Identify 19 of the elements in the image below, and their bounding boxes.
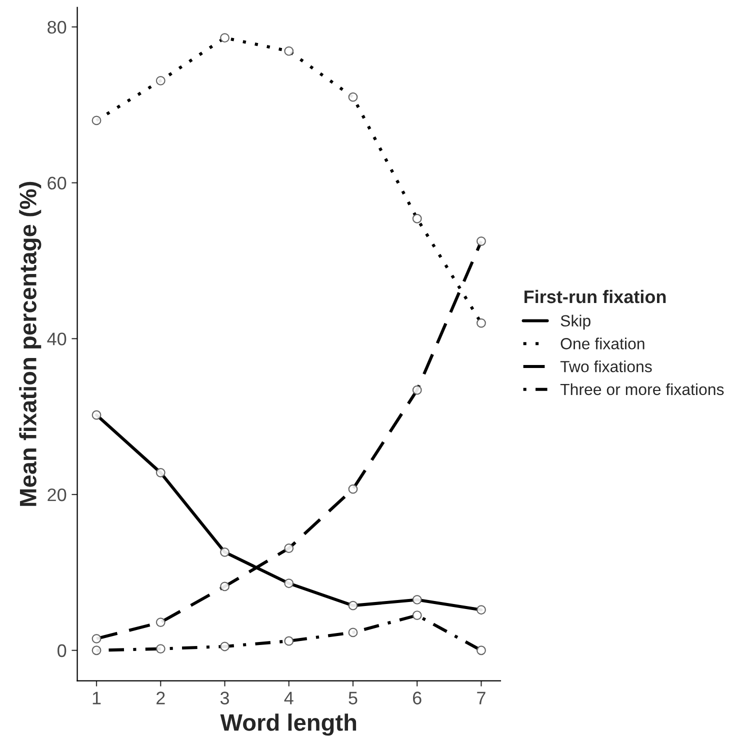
y-tick-label: 80 (48, 20, 66, 34)
y-tick-label: 0 (58, 644, 66, 658)
y-tick-label: 60 (48, 176, 66, 190)
x-tick-label: 6 (413, 692, 422, 704)
legend-label: Three or more fixations (560, 383, 724, 396)
y-tick-label: 40 (47, 332, 66, 346)
x-tick-label: 1 (92, 692, 101, 704)
y-tick-label: 20 (48, 488, 66, 502)
x-tick-label: 4 (284, 692, 294, 704)
x-tick-label: 5 (348, 692, 358, 704)
legend-title: First-run fixation (524, 290, 666, 304)
x-tick-label: 7 (477, 692, 486, 704)
legend-label: Two fixations (560, 360, 652, 372)
y-axis-title: Mean fixation percentage (%) (19, 182, 42, 506)
x-axis-title: Word length (220, 714, 356, 736)
legend-label: Skip (560, 314, 590, 330)
x-tick-label: 3 (220, 692, 229, 704)
legend-label: One fixation (560, 338, 644, 350)
x-tick-label: 2 (156, 692, 165, 704)
